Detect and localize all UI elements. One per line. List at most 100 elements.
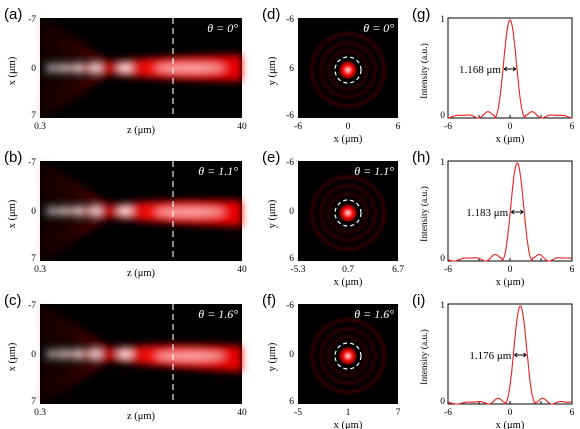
tick-label: -5 (294, 408, 302, 418)
panel-label: (b) (4, 149, 22, 166)
tick-label: 0 (440, 397, 445, 407)
tick-label: 0.3 (34, 265, 46, 275)
axis-label: Intensity (a.u.) (419, 329, 430, 385)
beam-core (155, 64, 225, 72)
beam-envelope (40, 55, 242, 81)
tick-label: 0 (289, 207, 294, 217)
ring (327, 49, 369, 91)
intensity-curve (447, 19, 573, 119)
tick-label: 6 (289, 397, 294, 407)
beam-envelope (40, 200, 242, 227)
figure-row-1: (a) θ = 0° -7 0 70.3 40 z (μm) x (μm) (d) θ = 0° -… (4, 6, 575, 145)
fringe (39, 305, 111, 351)
fwhm-label: 1.168 μm (459, 64, 501, 76)
fwhm-arrows (514, 352, 527, 358)
focal-spot (46, 351, 58, 357)
dashed-circle (334, 56, 362, 84)
focal-spot (57, 350, 71, 358)
tick-label: 1 (346, 408, 351, 418)
fwhm-label: 1.183 μm (466, 207, 508, 219)
tick-label: 1 (440, 301, 445, 311)
ring (310, 32, 386, 108)
tick-label: -6 (286, 111, 294, 121)
tick-label: 0 (440, 254, 445, 264)
axis-label: z (μm) (127, 268, 156, 279)
tick-label: 1 (440, 15, 445, 25)
axis-label: y (μm) (267, 342, 278, 371)
tick-label: 6 (570, 265, 575, 275)
tick-label: -6 (286, 301, 294, 311)
axis-label: Intensity (a.u.) (419, 186, 430, 242)
tick-label: 0 (31, 350, 36, 360)
angle-label: θ = 0° (363, 21, 394, 35)
axis-label: z (μm) (127, 125, 156, 136)
focal-spot-core (344, 352, 352, 360)
axis-label: y (μm) (267, 199, 278, 228)
panel-label: (c) (4, 292, 22, 309)
airy-rings (310, 318, 386, 394)
fringe (39, 71, 111, 117)
axis-label: x (μm) (496, 277, 525, 288)
tick-label: 0.3 (34, 408, 46, 418)
panel-label: (f) (262, 292, 276, 309)
tick-label: 40 (237, 265, 247, 275)
focal-spot (117, 349, 133, 359)
fringe (39, 214, 111, 260)
axis-label: x (μm) (7, 342, 18, 371)
angle-label: θ = 0° (207, 21, 238, 35)
ring (327, 335, 369, 377)
tick-label: -6 (444, 408, 452, 418)
axis-label: x (μm) (334, 134, 363, 145)
tick-label: -7 (28, 15, 36, 25)
tick-label: 1 (440, 158, 445, 168)
tick-label: 6 (570, 408, 575, 418)
tick-label: 40 (237, 122, 247, 132)
angle-label: θ = 1.1° (198, 164, 238, 178)
focal-spot (71, 350, 85, 358)
dashed-circle (334, 342, 362, 370)
tick-label: 6.7 (392, 265, 404, 275)
tick-label: 0 (508, 122, 513, 132)
tick-label: -6 (444, 122, 452, 132)
focal-spot (71, 207, 85, 215)
tick-label: 0 (31, 64, 36, 74)
panel-label: (i) (412, 292, 425, 309)
axis-label: x (μm) (7, 199, 18, 228)
tick-label: -7 (28, 158, 36, 168)
tick-label: 0 (440, 111, 445, 121)
fringe (39, 162, 111, 208)
focal-spot (71, 64, 85, 72)
airy-rings (310, 175, 386, 251)
focal-spot (87, 63, 103, 73)
focal-spot (57, 64, 71, 72)
tick-label: 0.7 (342, 265, 354, 275)
tick-label: 0 (508, 408, 513, 418)
airy-rings (310, 32, 386, 108)
beam-glow (39, 19, 242, 117)
tick-label: 6 (289, 64, 294, 74)
ring (319, 184, 377, 242)
fwhm-arrows (503, 66, 517, 72)
angle-label: θ = 1.1° (354, 164, 394, 178)
fringe (39, 19, 111, 65)
focal-spot (117, 206, 133, 216)
tick-label: 7 (396, 408, 401, 418)
panel-label: (h) (412, 149, 430, 166)
tick-label: 0 (508, 265, 513, 275)
panel-label: (a) (4, 6, 22, 23)
intensity-curve (448, 305, 572, 405)
panel-label: (d) (262, 6, 280, 23)
tick-label: 0 (31, 207, 36, 217)
tick-label: -5.3 (290, 265, 305, 275)
tick-label: -6 (286, 158, 294, 168)
figure-row-2: (b) θ = 1.1° -7 0 70.3 40 z (μm) x (μm) (e) θ = 1… (4, 149, 575, 288)
focal-spot (87, 206, 103, 216)
axis-label: x (μm) (334, 277, 363, 288)
tick-label: 7 (31, 254, 36, 264)
ring (310, 175, 386, 251)
tick-label: -7 (28, 301, 36, 311)
axis-label: Intensity (a.u.) (419, 43, 430, 99)
tick-label: -6 (286, 15, 294, 25)
tick-label: 7 (31, 397, 36, 407)
